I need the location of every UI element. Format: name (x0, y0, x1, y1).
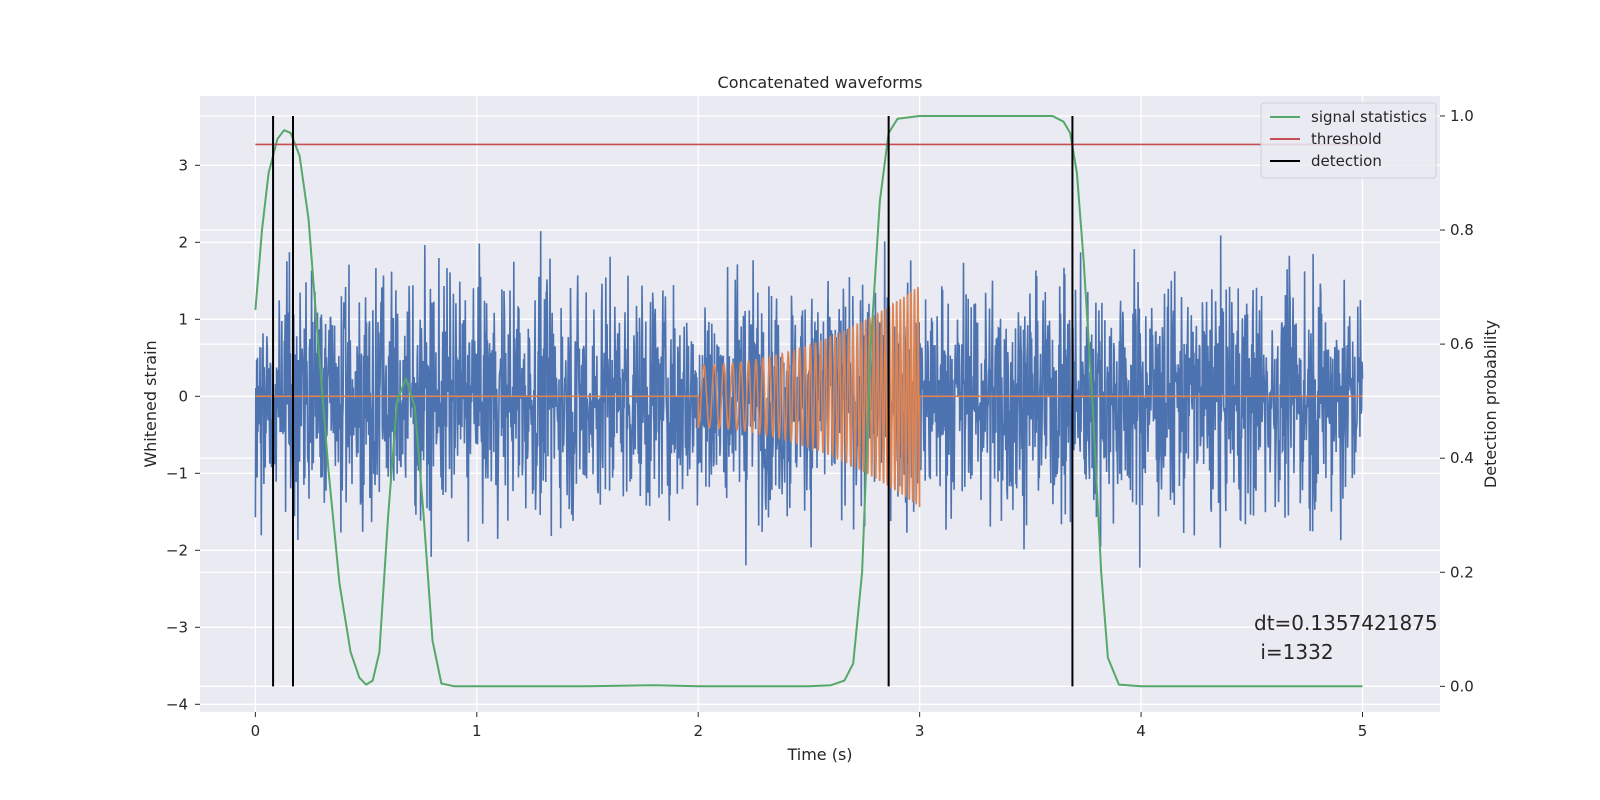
y-tick-label: 2 (178, 233, 188, 251)
right-y-tick-label: 0.4 (1450, 449, 1474, 467)
x-tick-label: 5 (1358, 722, 1368, 740)
y-tick-label: 1 (178, 310, 188, 328)
y-tick-label: −3 (166, 618, 188, 636)
right-y-tick-label: 0.8 (1450, 221, 1474, 239)
y-tick-label: 3 (178, 156, 188, 174)
right-y-tick-label: 0.6 (1450, 335, 1474, 353)
legend: signal statistics threshold detection (1260, 102, 1437, 179)
legend-label-threshold: threshold (1311, 130, 1382, 148)
y-tick-label: −4 (166, 695, 188, 713)
chart-title: Concatenated waveforms (718, 73, 923, 92)
series-layer (254, 115, 1364, 688)
annotation-dt: dt=0.1357421875 (1254, 611, 1438, 635)
y-tick-label: −1 (166, 464, 188, 482)
axes: 0 1 2 3 4 5 −4 −3 −2 −1 0 1 2 3 0.0 0.2 0.4 0.6 0.8 1.0 (166, 107, 1474, 740)
x-tick-label: 2 (693, 722, 703, 740)
x-tick-label: 0 (251, 722, 261, 740)
y-axis-label: Whitened strain (141, 340, 160, 467)
signal-statistics-line (254, 115, 1363, 688)
y-tick-label: −2 (166, 541, 188, 559)
right-y-axis-label: Detection probability (1481, 320, 1500, 488)
x-axis-label: Time (s) (786, 745, 852, 764)
legend-box (1260, 102, 1437, 179)
right-y-tick-label: 0.2 (1450, 563, 1474, 581)
legend-label-signal-statistics: signal statistics (1311, 108, 1427, 126)
x-tick-label: 3 (915, 722, 925, 740)
right-y-tick-label: 0.0 (1450, 677, 1474, 695)
annotation-i: i=1332 (1254, 640, 1334, 664)
y-tick-label: 0 (178, 387, 188, 405)
injection-series (255, 286, 1363, 508)
x-tick-label: 1 (472, 722, 482, 740)
right-y-tick-label: 1.0 (1450, 107, 1474, 125)
legend-label-detection: detection (1311, 152, 1382, 170)
x-tick-label: 4 (1136, 722, 1146, 740)
